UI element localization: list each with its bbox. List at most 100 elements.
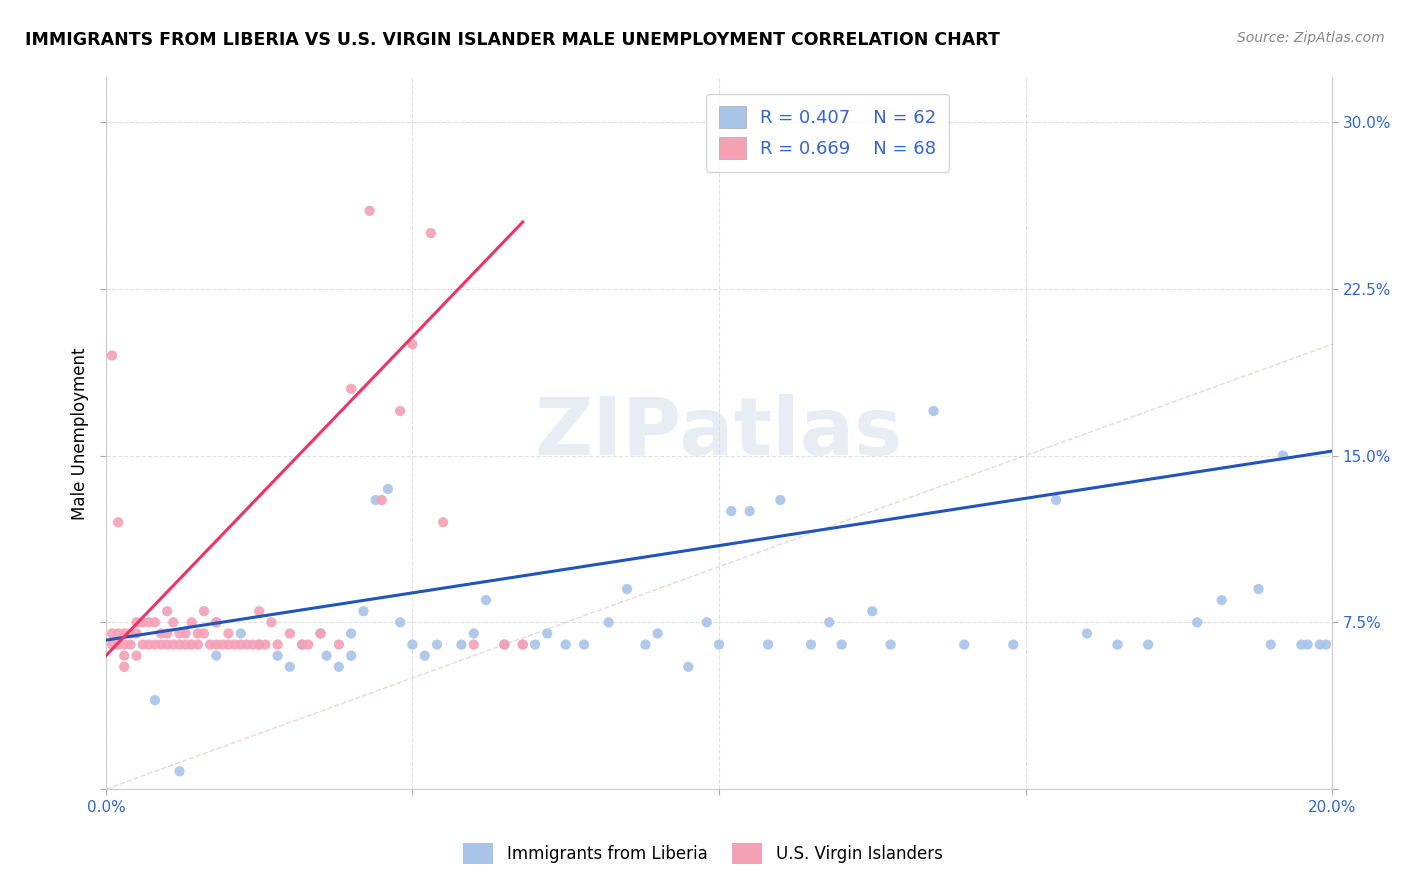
Point — [229, 638, 252, 652]
Point — [205, 638, 228, 652]
Point — [769, 493, 792, 508]
Point — [1291, 638, 1313, 652]
Point — [180, 638, 202, 652]
Point — [1045, 493, 1067, 508]
Point — [1260, 638, 1282, 652]
Point — [131, 615, 153, 630]
Y-axis label: Male Unemployment: Male Unemployment — [72, 347, 89, 519]
Legend: Immigrants from Liberia, U.S. Virgin Islanders: Immigrants from Liberia, U.S. Virgin Isl… — [457, 837, 949, 871]
Point — [475, 593, 498, 607]
Point — [426, 638, 449, 652]
Point — [211, 638, 233, 652]
Point — [554, 638, 576, 652]
Point — [1247, 582, 1270, 596]
Point — [101, 638, 124, 652]
Point — [218, 638, 240, 652]
Point — [125, 615, 148, 630]
Point — [450, 638, 472, 652]
Point — [1309, 638, 1331, 652]
Point — [242, 638, 264, 652]
Point — [107, 626, 129, 640]
Point — [150, 626, 173, 640]
Point — [328, 660, 350, 674]
Point — [401, 337, 423, 351]
Point — [1076, 626, 1098, 640]
Point — [419, 226, 441, 240]
Point — [156, 638, 179, 652]
Point — [278, 626, 301, 640]
Point — [156, 604, 179, 618]
Point — [138, 638, 160, 652]
Point — [143, 638, 166, 652]
Point — [738, 504, 761, 518]
Point — [150, 638, 173, 652]
Point — [953, 638, 976, 652]
Point — [125, 648, 148, 663]
Point — [101, 626, 124, 640]
Point — [922, 404, 945, 418]
Point — [1137, 638, 1160, 652]
Point — [229, 626, 252, 640]
Point — [800, 638, 823, 652]
Point — [401, 638, 423, 652]
Point — [359, 203, 381, 218]
Point — [371, 493, 394, 508]
Point — [352, 604, 374, 618]
Point — [187, 638, 209, 652]
Point — [879, 638, 901, 652]
Point — [198, 638, 221, 652]
Point — [174, 638, 197, 652]
Point — [174, 626, 197, 640]
Point — [377, 482, 399, 496]
Point — [120, 638, 142, 652]
Point — [112, 648, 135, 663]
Point — [180, 615, 202, 630]
Legend: R = 0.407    N = 62, R = 0.669    N = 68: R = 0.407 N = 62, R = 0.669 N = 68 — [706, 94, 949, 172]
Point — [389, 615, 412, 630]
Point — [247, 604, 270, 618]
Point — [247, 638, 270, 652]
Point — [678, 660, 700, 674]
Point — [340, 382, 363, 396]
Point — [494, 638, 516, 652]
Point — [112, 626, 135, 640]
Point — [162, 638, 184, 652]
Point — [291, 638, 314, 652]
Point — [512, 638, 534, 652]
Point — [205, 615, 228, 630]
Point — [162, 615, 184, 630]
Point — [112, 660, 135, 674]
Point — [169, 626, 191, 640]
Point — [1211, 593, 1233, 607]
Point — [432, 515, 454, 529]
Point — [463, 626, 485, 640]
Point — [291, 638, 314, 652]
Point — [831, 638, 853, 652]
Point — [309, 626, 332, 640]
Point — [315, 648, 337, 663]
Point — [193, 604, 215, 618]
Point — [1002, 638, 1025, 652]
Point — [187, 626, 209, 640]
Text: IMMIGRANTS FROM LIBERIA VS U.S. VIRGIN ISLANDER MALE UNEMPLOYMENT CORRELATION CH: IMMIGRANTS FROM LIBERIA VS U.S. VIRGIN I… — [25, 31, 1000, 49]
Point — [193, 626, 215, 640]
Point — [297, 638, 319, 652]
Point — [572, 638, 595, 652]
Point — [1272, 449, 1295, 463]
Point — [463, 638, 485, 652]
Point — [278, 660, 301, 674]
Point — [707, 638, 730, 652]
Point — [125, 626, 148, 640]
Point — [143, 615, 166, 630]
Point — [1107, 638, 1129, 652]
Point — [107, 515, 129, 529]
Point — [156, 626, 179, 640]
Point — [205, 615, 228, 630]
Point — [224, 638, 246, 652]
Point — [112, 638, 135, 652]
Point — [236, 638, 259, 652]
Point — [260, 615, 283, 630]
Point — [138, 615, 160, 630]
Point — [340, 626, 363, 640]
Point — [218, 626, 240, 640]
